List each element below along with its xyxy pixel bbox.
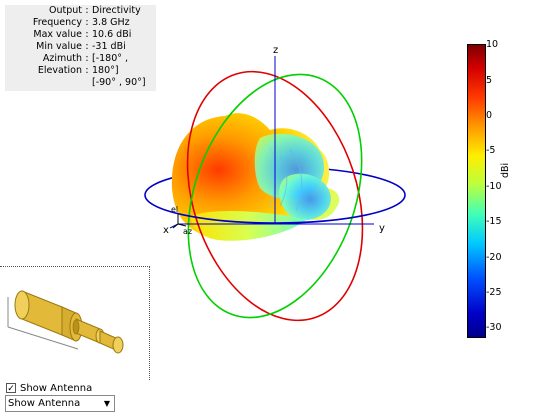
- info-panel: Output : Directivity Frequency : 3.8 GHz…: [5, 5, 156, 91]
- info-sep: :: [85, 65, 89, 76]
- antenna-model-icon: [7, 290, 124, 354]
- show-antenna-checkbox-row[interactable]: ✓ Show Antenna: [6, 381, 92, 395]
- z-axis-label: z: [273, 45, 278, 56]
- info-row-azimuth: Azimuth : [-180° ,: [5, 53, 156, 65]
- colorbar-tick: -5: [486, 145, 496, 156]
- info-key: Elevation: [37, 65, 82, 76]
- pattern-surface: [171, 113, 340, 241]
- x-axis-label: x: [163, 225, 169, 236]
- view-mode-dropdown[interactable]: Show Antenna ▼: [5, 395, 115, 412]
- info-key: Azimuth: [42, 53, 82, 64]
- origin-marker: [172, 214, 187, 229]
- colorbar-tick: -30: [486, 322, 502, 333]
- colorbar-tick: 0: [486, 110, 493, 121]
- info-row-min: Min value : -31 dBi: [5, 41, 156, 53]
- colorbar-tick: -15: [486, 216, 502, 227]
- info-value: 10.6 dBi: [92, 29, 132, 40]
- el-marker-label: el: [171, 205, 178, 214]
- info-sep: :: [85, 53, 89, 64]
- az-marker-label: az: [183, 227, 192, 236]
- info-value: [-180° ,: [92, 53, 129, 64]
- info-row-max: Max value : 10.6 dBi: [5, 29, 156, 41]
- chevron-down-icon[interactable]: ▼: [103, 399, 111, 408]
- colorbar-tick: 10: [486, 39, 499, 50]
- info-sep: :: [85, 29, 89, 40]
- info-row-elevation: Elevation : 180°]: [5, 65, 156, 77]
- colorbar-tick: 5: [486, 75, 493, 86]
- info-sep: :: [85, 5, 89, 16]
- info-key: Max value: [33, 29, 82, 40]
- info-key: Output: [49, 5, 82, 16]
- info-row-frequency: Frequency : 3.8 GHz: [5, 17, 156, 29]
- great-circle-xz: [186, 70, 364, 322]
- colorbar-tick: -20: [486, 252, 502, 263]
- show-antenna-checkbox[interactable]: ✓: [6, 383, 16, 394]
- info-sep: :: [85, 17, 89, 28]
- info-sep: :: [85, 41, 89, 52]
- info-value: Directivity: [92, 5, 141, 16]
- colorbar: [467, 44, 486, 338]
- info-value: 3.8 GHz: [92, 17, 130, 28]
- great-circle-yz: [187, 73, 363, 319]
- colorbar-unit: dBi: [500, 162, 511, 178]
- info-key: Frequency: [32, 17, 82, 28]
- show-antenna-checkbox-label: Show Antenna: [20, 382, 93, 394]
- info-row-output: Output : Directivity: [5, 5, 156, 17]
- info-row-range: [-90° , 90°]: [5, 77, 156, 89]
- colorbar-tick: -25: [486, 287, 502, 298]
- info-value: -31 dBi: [92, 41, 126, 52]
- y-axis-label: y: [379, 223, 385, 234]
- info-value: 180°]: [92, 65, 119, 76]
- radiation-pattern-plot[interactable]: z y x el az: [130, 38, 430, 348]
- view-mode-dropdown-value: Show Antenna: [8, 398, 81, 409]
- info-key: Min value: [36, 41, 82, 52]
- info-value: [-90° , 90°]: [92, 77, 146, 88]
- colorbar-tick: -10: [486, 181, 502, 192]
- antenna-preview[interactable]: [0, 266, 150, 380]
